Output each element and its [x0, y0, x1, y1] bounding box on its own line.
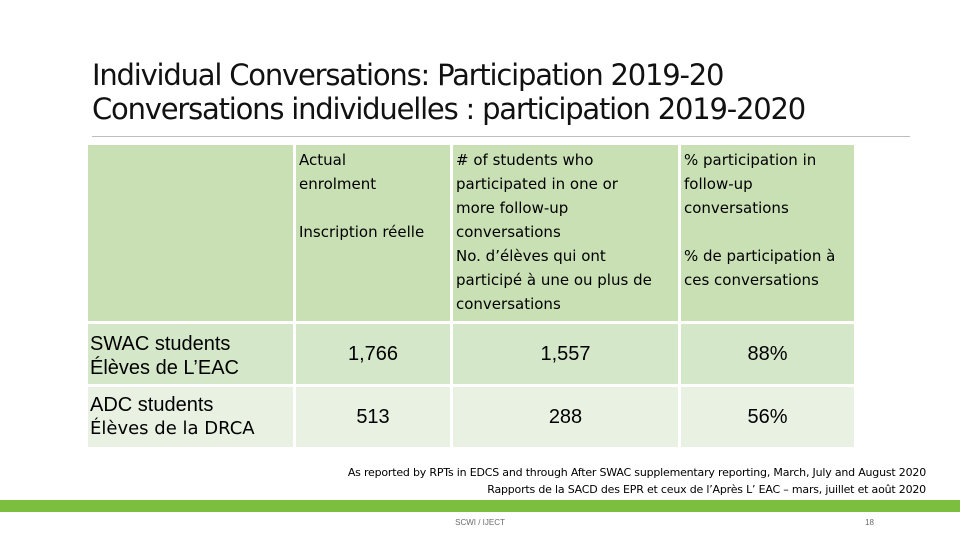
title-line-french: Conversations individuelles : participat…	[92, 92, 806, 126]
source-note-english: As reported by RPTs in EDCS and through …	[347, 466, 926, 479]
enrolment-value: 513	[356, 405, 390, 428]
table-header-row: Actual enrolment Inscription réelle # of…	[88, 145, 854, 321]
title-line-english: Individual Conversations: Participation …	[92, 58, 725, 92]
percent-value: 56%	[747, 405, 788, 428]
source-note: As reported by RPTs in EDCS and through …	[348, 464, 926, 498]
slide-title: Individual Conversations: Participation …	[92, 58, 912, 126]
row-label-english: SWAC students	[90, 333, 231, 355]
row-label-cell: SWAC students Élèves de L’EAC	[88, 324, 293, 384]
page-number: 18	[865, 518, 874, 527]
participated-value: 1,557	[540, 342, 591, 365]
table-row: ADC students Élèves de la DRCA 513 288 5…	[88, 387, 854, 447]
title-divider	[92, 136, 910, 137]
row-label-english: ADC students	[90, 394, 214, 416]
enrolment-value: 1,766	[347, 342, 399, 365]
row-label-french: Élèves de L’EAC	[90, 357, 239, 379]
footer-text: SCWI / IJECT	[455, 518, 505, 527]
table-row: SWAC students Élèves de L’EAC 1,766 1,55…	[88, 324, 854, 384]
header-cell-enrolment: Actual enrolment Inscription réelle	[299, 151, 425, 241]
row-label-french: Élèves de la DRCA	[90, 418, 255, 439]
footer-bar	[0, 500, 960, 512]
header-cell-participated: # of students who participated in one or…	[456, 151, 652, 313]
participation-table: Actual enrolment Inscription réelle # of…	[85, 145, 857, 447]
percent-value: 88%	[747, 342, 788, 365]
header-cell-percent: % participation in follow-up conversatio…	[684, 151, 836, 289]
source-note-french: Rapports de la SACD des EPR et ceux de l…	[487, 483, 926, 496]
header-cell-empty	[88, 145, 293, 321]
participated-value: 288	[548, 405, 583, 428]
row-label-cell: ADC students Élèves de la DRCA	[88, 387, 293, 447]
